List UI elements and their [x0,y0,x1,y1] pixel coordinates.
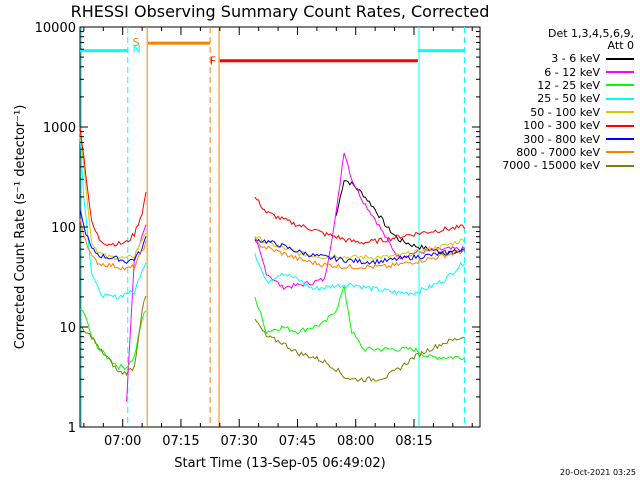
legend-entry: 100 - 300 keV [486,119,634,132]
x-tick-label: 07:45 [279,434,316,449]
legend-label: 50 - 100 keV [530,105,600,119]
x-tick-label: 07:30 [220,434,257,449]
state-letter-s: S [133,36,140,49]
legend-swatch [606,57,634,60]
x-tick-label: 07:15 [162,434,199,449]
x-tick-label: 07:00 [104,434,141,449]
legend-entry: 25 - 50 keV [486,92,634,105]
legend-label: 6 - 12 keV [544,65,600,79]
legend-swatch [606,151,634,154]
plot-frame [79,26,481,428]
axis-ticks: 1 10 100 1000 10000 07:00 07:15 07:30 07:45 08:00… [35,21,480,449]
series-line [79,295,465,383]
legend-label: 25 - 50 keV [537,92,600,106]
legend-swatch [606,164,634,167]
state-bars: SN F [80,36,465,68]
legend-swatch [606,138,634,141]
legend-entry: 800 - 7000 keV [486,146,634,159]
legend-entry: 7000 - 15000 keV [486,159,634,172]
legend-entry: 6 - 12 keV [486,65,634,79]
legend-entry: 50 - 100 keV [486,106,634,119]
series-line [79,126,465,247]
y-axis-label-text: Corrected Count Rate (s⁻¹ detector⁻¹) [13,105,28,350]
legend-label: 300 - 800 keV [523,132,600,146]
y-tick-label: 10 [59,321,76,336]
series-line [79,209,465,266]
legend-header-line1: Det 1,3,4,5,6,9, [547,27,634,40]
legend-header-line2: Att 0 [607,39,634,52]
legend-swatch [606,124,634,127]
series-line [79,136,465,301]
state-letter-n: N [133,43,141,56]
mode-change-lines [80,27,465,427]
state-letter-f: F [210,55,216,68]
legend-entry: 12 - 25 keV [486,79,634,92]
plot-border [79,26,481,428]
legend-swatch [606,84,634,87]
y-axis-label: Corrected Count Rate (s⁻¹ detector⁻¹) [13,105,28,350]
legend-swatch [606,111,634,114]
y-tick-label: 10000 [35,21,76,36]
series-lines [79,126,465,402]
legend-label: 3 - 6 keV [551,52,600,66]
legend-entry: 300 - 800 keV [486,132,634,146]
legend-swatch [606,71,634,74]
y-tick-label: 100 [51,221,76,236]
legend-label: 800 - 7000 keV [516,145,600,159]
legend-label: 100 - 300 keV [523,119,600,133]
x-tick-label: 08:15 [395,434,432,449]
y-tick-label: 1 [68,421,76,436]
chart-title: RHESSI Observing Summary Count Rates, Co… [70,2,490,21]
x-axis-label: Start Time (13-Sep-05 06:49:02) [174,456,385,471]
timestamp: 20-Oct-2021 03:25 [560,468,636,477]
legend-entry: 3 - 6 keV [486,52,634,65]
x-tick-label: 08:00 [337,434,374,449]
series-line [79,218,465,271]
legend-swatch [606,97,634,100]
legend: Det 1,3,4,5,6,9, Att 0 3 - 6 keV 6 - 12 k… [486,28,634,173]
legend-label: 12 - 25 keV [537,78,600,92]
series-line [79,284,465,371]
y-tick-label: 1000 [43,121,76,136]
series-line [79,131,465,261]
legend-label: 7000 - 15000 keV [502,159,600,173]
